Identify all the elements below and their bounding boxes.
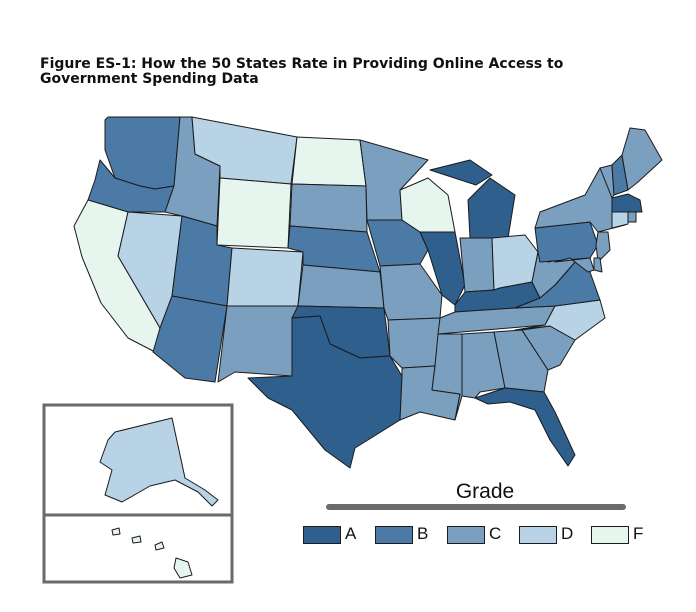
legend-swatch-c	[447, 526, 485, 544]
state-south-dakota[interactable]	[289, 183, 368, 233]
state-hawaii-maui[interactable]	[154, 541, 165, 551]
legend-label-b: B	[417, 524, 429, 543]
hawaii-inset	[42, 513, 234, 584]
state-new-mexico[interactable]	[217, 305, 299, 383]
state-alaska[interactable]	[99, 417, 219, 507]
state-rhode-island[interactable]	[627, 211, 637, 223]
legend-label-d: D	[561, 524, 574, 543]
state-connecticut[interactable]	[611, 211, 629, 229]
state-missouri[interactable]	[379, 263, 443, 321]
state-arkansas[interactable]	[387, 317, 441, 369]
state-delaware[interactable]	[593, 257, 603, 273]
state-wisconsin[interactable]	[399, 177, 456, 233]
state-maryland[interactable]	[554, 257, 595, 273]
state-hawaii-oahu[interactable]	[131, 535, 142, 544]
state-maine[interactable]	[621, 127, 663, 191]
legend-underline	[326, 504, 626, 510]
figure-title: Figure ES-1: How the 50 States Rate in P…	[40, 56, 564, 87]
legend-swatch-d	[519, 526, 557, 544]
legend-swatch-a	[303, 526, 341, 544]
legend-swatch-f	[591, 526, 629, 544]
state-kansas[interactable]	[297, 264, 385, 309]
legend-label-a: A	[345, 524, 357, 543]
state-texas[interactable]	[247, 315, 403, 469]
hawaii-inset-frame	[42, 513, 234, 584]
state-indiana[interactable]	[459, 237, 495, 293]
state-hawaii-kauai[interactable]	[111, 527, 121, 536]
state-pennsylvania[interactable]	[534, 221, 599, 263]
state-florida[interactable]	[474, 387, 576, 467]
contiguous-states	[73, 116, 663, 469]
state-michigan[interactable]	[429, 159, 516, 239]
state-georgia[interactable]	[493, 329, 549, 393]
state-hawaii-big-island[interactable]	[173, 557, 193, 579]
state-wyoming[interactable]	[216, 177, 292, 249]
legend-label-f: F	[633, 524, 644, 543]
legend-swatch-b	[375, 526, 413, 544]
state-north-dakota[interactable]	[291, 136, 367, 187]
state-colorado[interactable]	[226, 247, 304, 307]
legend-title: Grade	[455, 480, 515, 503]
alaska-inset	[42, 403, 234, 517]
state-north-carolina[interactable]	[514, 299, 606, 341]
legend-label-c: C	[489, 524, 502, 543]
state-massachusetts[interactable]	[611, 193, 643, 213]
state-new-jersey[interactable]	[595, 231, 611, 263]
